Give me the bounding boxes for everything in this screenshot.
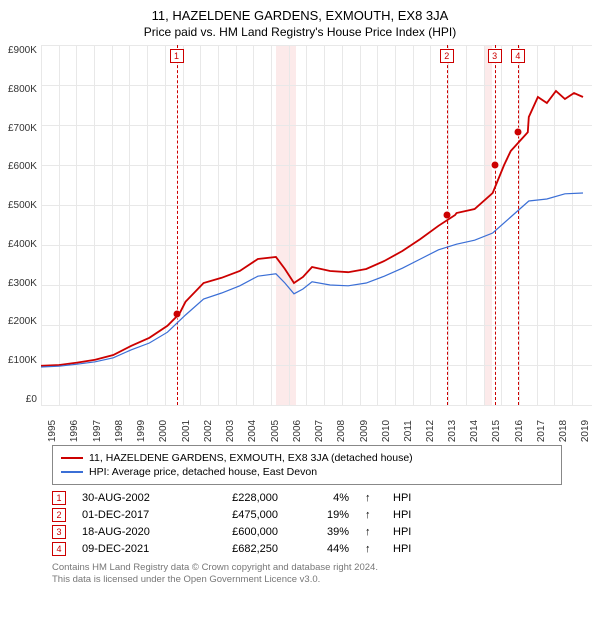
event-delta: 19% [294, 509, 349, 521]
event-date: 09-DEC-2021 [82, 543, 182, 555]
chart-title: 11, HAZELDENE GARDENS, EXMOUTH, EX8 3JA [8, 8, 592, 23]
y-tick-label: £300K [8, 278, 37, 289]
y-tick-label: £0 [26, 394, 37, 405]
series-property [41, 91, 583, 366]
footnote-line: This data is licensed under the Open Gov… [52, 574, 562, 586]
event-price: £228,000 [198, 492, 278, 504]
event-price: £600,000 [198, 526, 278, 538]
footnote-line: Contains HM Land Registry data © Crown c… [52, 562, 562, 574]
event-row: 1 30-AUG-2002 £228,000 4% ↑ HPI [52, 491, 562, 505]
legend-label: HPI: Average price, detached house, East… [89, 466, 317, 478]
event-num-box: 1 [52, 491, 66, 505]
x-axis: 1995199619971998199920002001200220032004… [52, 405, 592, 437]
event-num-box: 4 [52, 542, 66, 556]
y-tick-label: £900K [8, 45, 37, 56]
event-date: 18-AUG-2020 [82, 526, 182, 538]
y-tick-label: £800K [8, 84, 37, 95]
event-delta: 4% [294, 492, 349, 504]
event-table: 1 30-AUG-2002 £228,000 4% ↑ HPI 2 01-DEC-2017 £4… [52, 491, 562, 556]
legend: 11, HAZELDENE GARDENS, EXMOUTH, EX8 3JA … [52, 445, 562, 485]
event-row: 2 01-DEC-2017 £475,000 19% ↑ HPI [52, 508, 562, 522]
y-tick-label: £600K [8, 161, 37, 172]
event-date: 01-DEC-2017 [82, 509, 182, 521]
arrow-up-icon: ↑ [365, 543, 377, 555]
event-delta: 39% [294, 526, 349, 538]
y-tick-label: £100K [8, 355, 37, 366]
y-tick-label: £700K [8, 123, 37, 134]
legend-label: 11, HAZELDENE GARDENS, EXMOUTH, EX8 3JA … [89, 452, 413, 464]
legend-item: HPI: Average price, detached house, East… [61, 466, 553, 478]
event-delta: 44% [294, 543, 349, 555]
series-hpi [41, 193, 583, 367]
event-date: 30-AUG-2002 [82, 492, 182, 504]
event-row: 3 18-AUG-2020 £600,000 39% ↑ HPI [52, 525, 562, 539]
arrow-up-icon: ↑ [365, 509, 377, 521]
event-num-box: 2 [52, 508, 66, 522]
arrow-up-icon: ↑ [365, 492, 377, 504]
arrow-up-icon: ↑ [365, 526, 377, 538]
y-tick-label: £500K [8, 200, 37, 211]
gridline-h [41, 405, 592, 406]
legend-item: 11, HAZELDENE GARDENS, EXMOUTH, EX8 3JA … [61, 452, 553, 464]
event-price: £682,250 [198, 543, 278, 555]
event-num-box: 3 [52, 525, 66, 539]
plot-area: 1234 [41, 45, 592, 405]
legend-swatch [61, 457, 83, 459]
footnote: Contains HM Land Registry data © Crown c… [52, 562, 562, 587]
event-ref: HPI [393, 526, 411, 538]
y-axis: £900K £800K £700K £600K £500K £400K £300K £200K… [8, 45, 41, 405]
event-ref: HPI [393, 543, 411, 555]
event-row: 4 09-DEC-2021 £682,250 44% ↑ HPI [52, 542, 562, 556]
event-ref: HPI [393, 492, 411, 504]
legend-swatch [61, 471, 83, 472]
y-tick-label: £400K [8, 239, 37, 250]
chart-lines [41, 45, 592, 405]
x-tick-label: 2019 [580, 420, 600, 442]
event-price: £475,000 [198, 509, 278, 521]
y-tick-label: £200K [8, 316, 37, 327]
event-ref: HPI [393, 509, 411, 521]
chart-subtitle: Price paid vs. HM Land Registry's House … [8, 25, 592, 39]
